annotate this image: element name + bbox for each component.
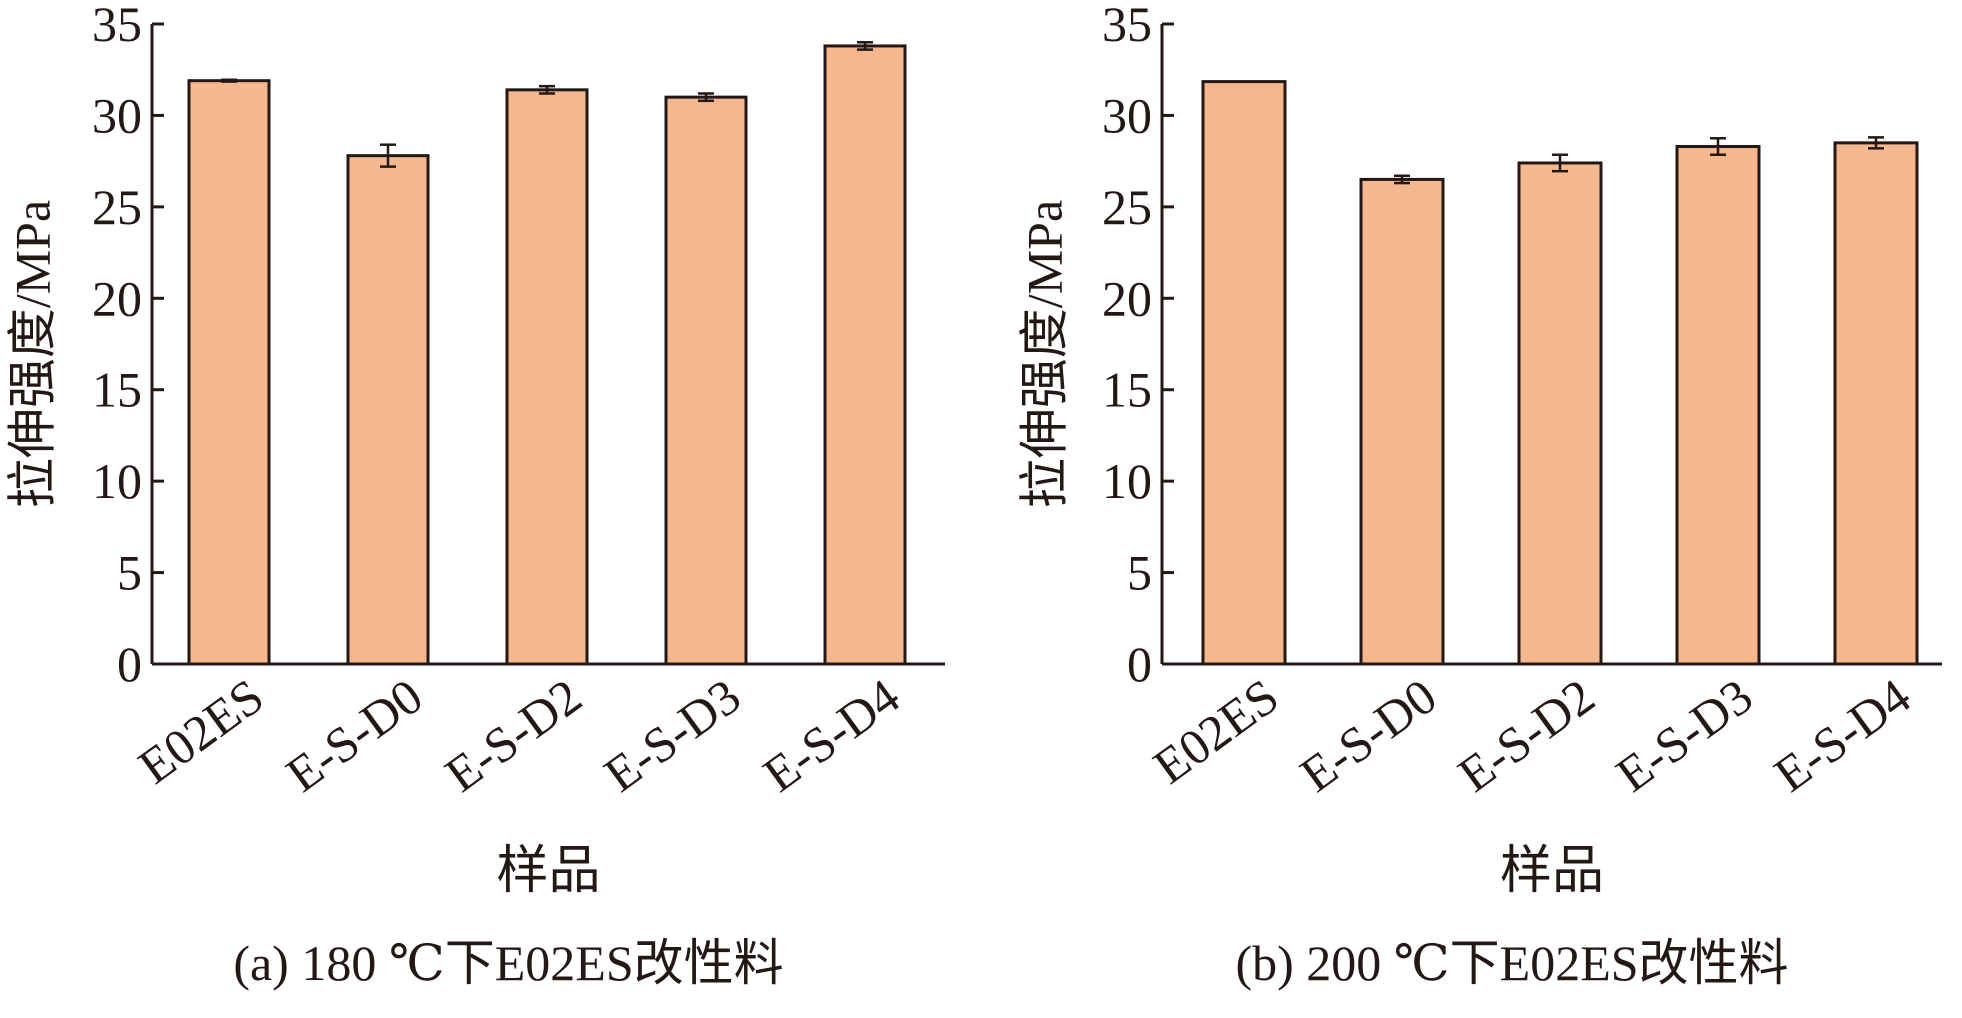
x-tick-label: E-S-D0 — [276, 668, 433, 803]
bar-E-S-D3 — [664, 95, 748, 666]
x-tick-label: E-S-D3 — [1606, 668, 1763, 803]
panel-caption: (b) 200 ℃下E02ES改性料 — [1235, 935, 1788, 991]
y-tick-label: 30 — [92, 87, 142, 143]
y-axis-title: 拉伸强度/MPa — [4, 200, 60, 508]
x-tick-label: E-S-D4 — [1764, 668, 1921, 803]
x-tick-label: E-S-D0 — [1290, 668, 1447, 803]
bar-E-S-D2 — [505, 88, 589, 666]
chart-panel-b: 0 5 10 15 20 25 30 35 E02ES E-S-D0 E-S-D2 E-S-D3 E-S… — [1016, 0, 1942, 991]
x-tick-label: E-S-D2 — [1448, 668, 1605, 803]
bar-E02ES — [1201, 80, 1287, 666]
y-tick-label: 30 — [1102, 87, 1152, 143]
y-tick-label: 0 — [117, 636, 142, 692]
bar-E-S-D0 — [346, 154, 430, 666]
x-tick-label: E02ES — [128, 668, 273, 795]
y-tick-label: 20 — [1102, 270, 1152, 326]
y-tick-label: 35 — [1102, 0, 1152, 52]
bar-E-S-D4 — [823, 44, 907, 666]
bar-E-S-D0 — [1359, 177, 1445, 666]
bar-E-S-D3 — [1675, 145, 1761, 666]
bar-E-S-D4 — [1833, 141, 1919, 666]
bar-E-S-D2 — [1517, 161, 1603, 666]
y-tick-label: 10 — [1102, 453, 1152, 509]
x-tick-label: E02ES — [1143, 668, 1288, 795]
y-tick-label: 15 — [92, 362, 142, 418]
x-axis-title: 样品 — [496, 843, 600, 900]
y-tick-label: 15 — [1102, 362, 1152, 418]
y-tick-label: 25 — [92, 179, 142, 235]
panel-caption: (a) 180 ℃下E02ES改性料 — [233, 935, 783, 991]
x-tick-label: E-S-D2 — [435, 668, 592, 803]
y-tick-label: 10 — [92, 453, 142, 509]
x-tick-label: E-S-D4 — [753, 668, 910, 803]
x-axis-title: 样品 — [1500, 843, 1604, 900]
y-tick-label: 25 — [1102, 179, 1152, 235]
y-tick-label: 5 — [1127, 545, 1152, 601]
y-tick-label: 20 — [92, 270, 142, 326]
bar-E02ES — [187, 79, 271, 666]
y-tick-label: 0 — [1127, 636, 1152, 692]
chart-panel-a: 0 5 10 15 20 25 30 35 E02ES E-S-D0 E-S-D2 E-S-D3 E-S… — [4, 0, 945, 991]
y-tick-label: 5 — [117, 545, 142, 601]
y-axis-title: 拉伸强度/MPa — [1016, 200, 1072, 508]
y-tick-label: 35 — [92, 0, 142, 52]
x-tick-label: E-S-D3 — [594, 668, 751, 803]
